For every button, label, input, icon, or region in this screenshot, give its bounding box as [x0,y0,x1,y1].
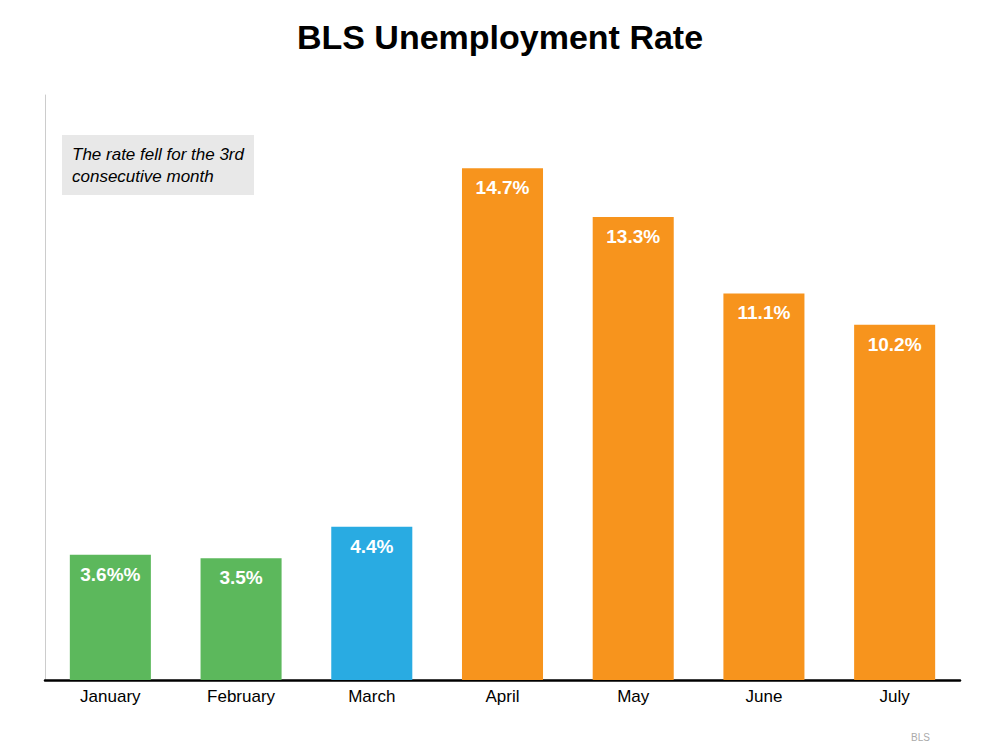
svg-text:The rate fell for the 3rd: The rate fell for the 3rd [72,145,245,164]
svg-text:April: April [485,687,519,706]
svg-text:3.6%%: 3.6%% [80,564,140,585]
svg-text:July: July [880,687,911,706]
svg-text:March: March [348,687,395,706]
svg-text:3.5%: 3.5% [219,567,262,588]
svg-text:May: May [617,687,650,706]
svg-text:January: January [80,687,141,706]
svg-text:11.1%: 11.1% [738,302,791,323]
svg-text:consecutive month: consecutive month [72,167,214,186]
svg-text:14.7%: 14.7% [476,177,530,198]
svg-text:4.4%: 4.4% [350,536,393,557]
svg-text:BLS: BLS [911,732,930,743]
svg-text:13.3%: 13.3% [606,226,660,247]
svg-text:10.2%: 10.2% [868,334,922,355]
svg-text:June: June [745,687,782,706]
svg-text:BLS Unemployment Rate: BLS Unemployment Rate [297,18,703,56]
svg-text:February: February [207,687,276,706]
